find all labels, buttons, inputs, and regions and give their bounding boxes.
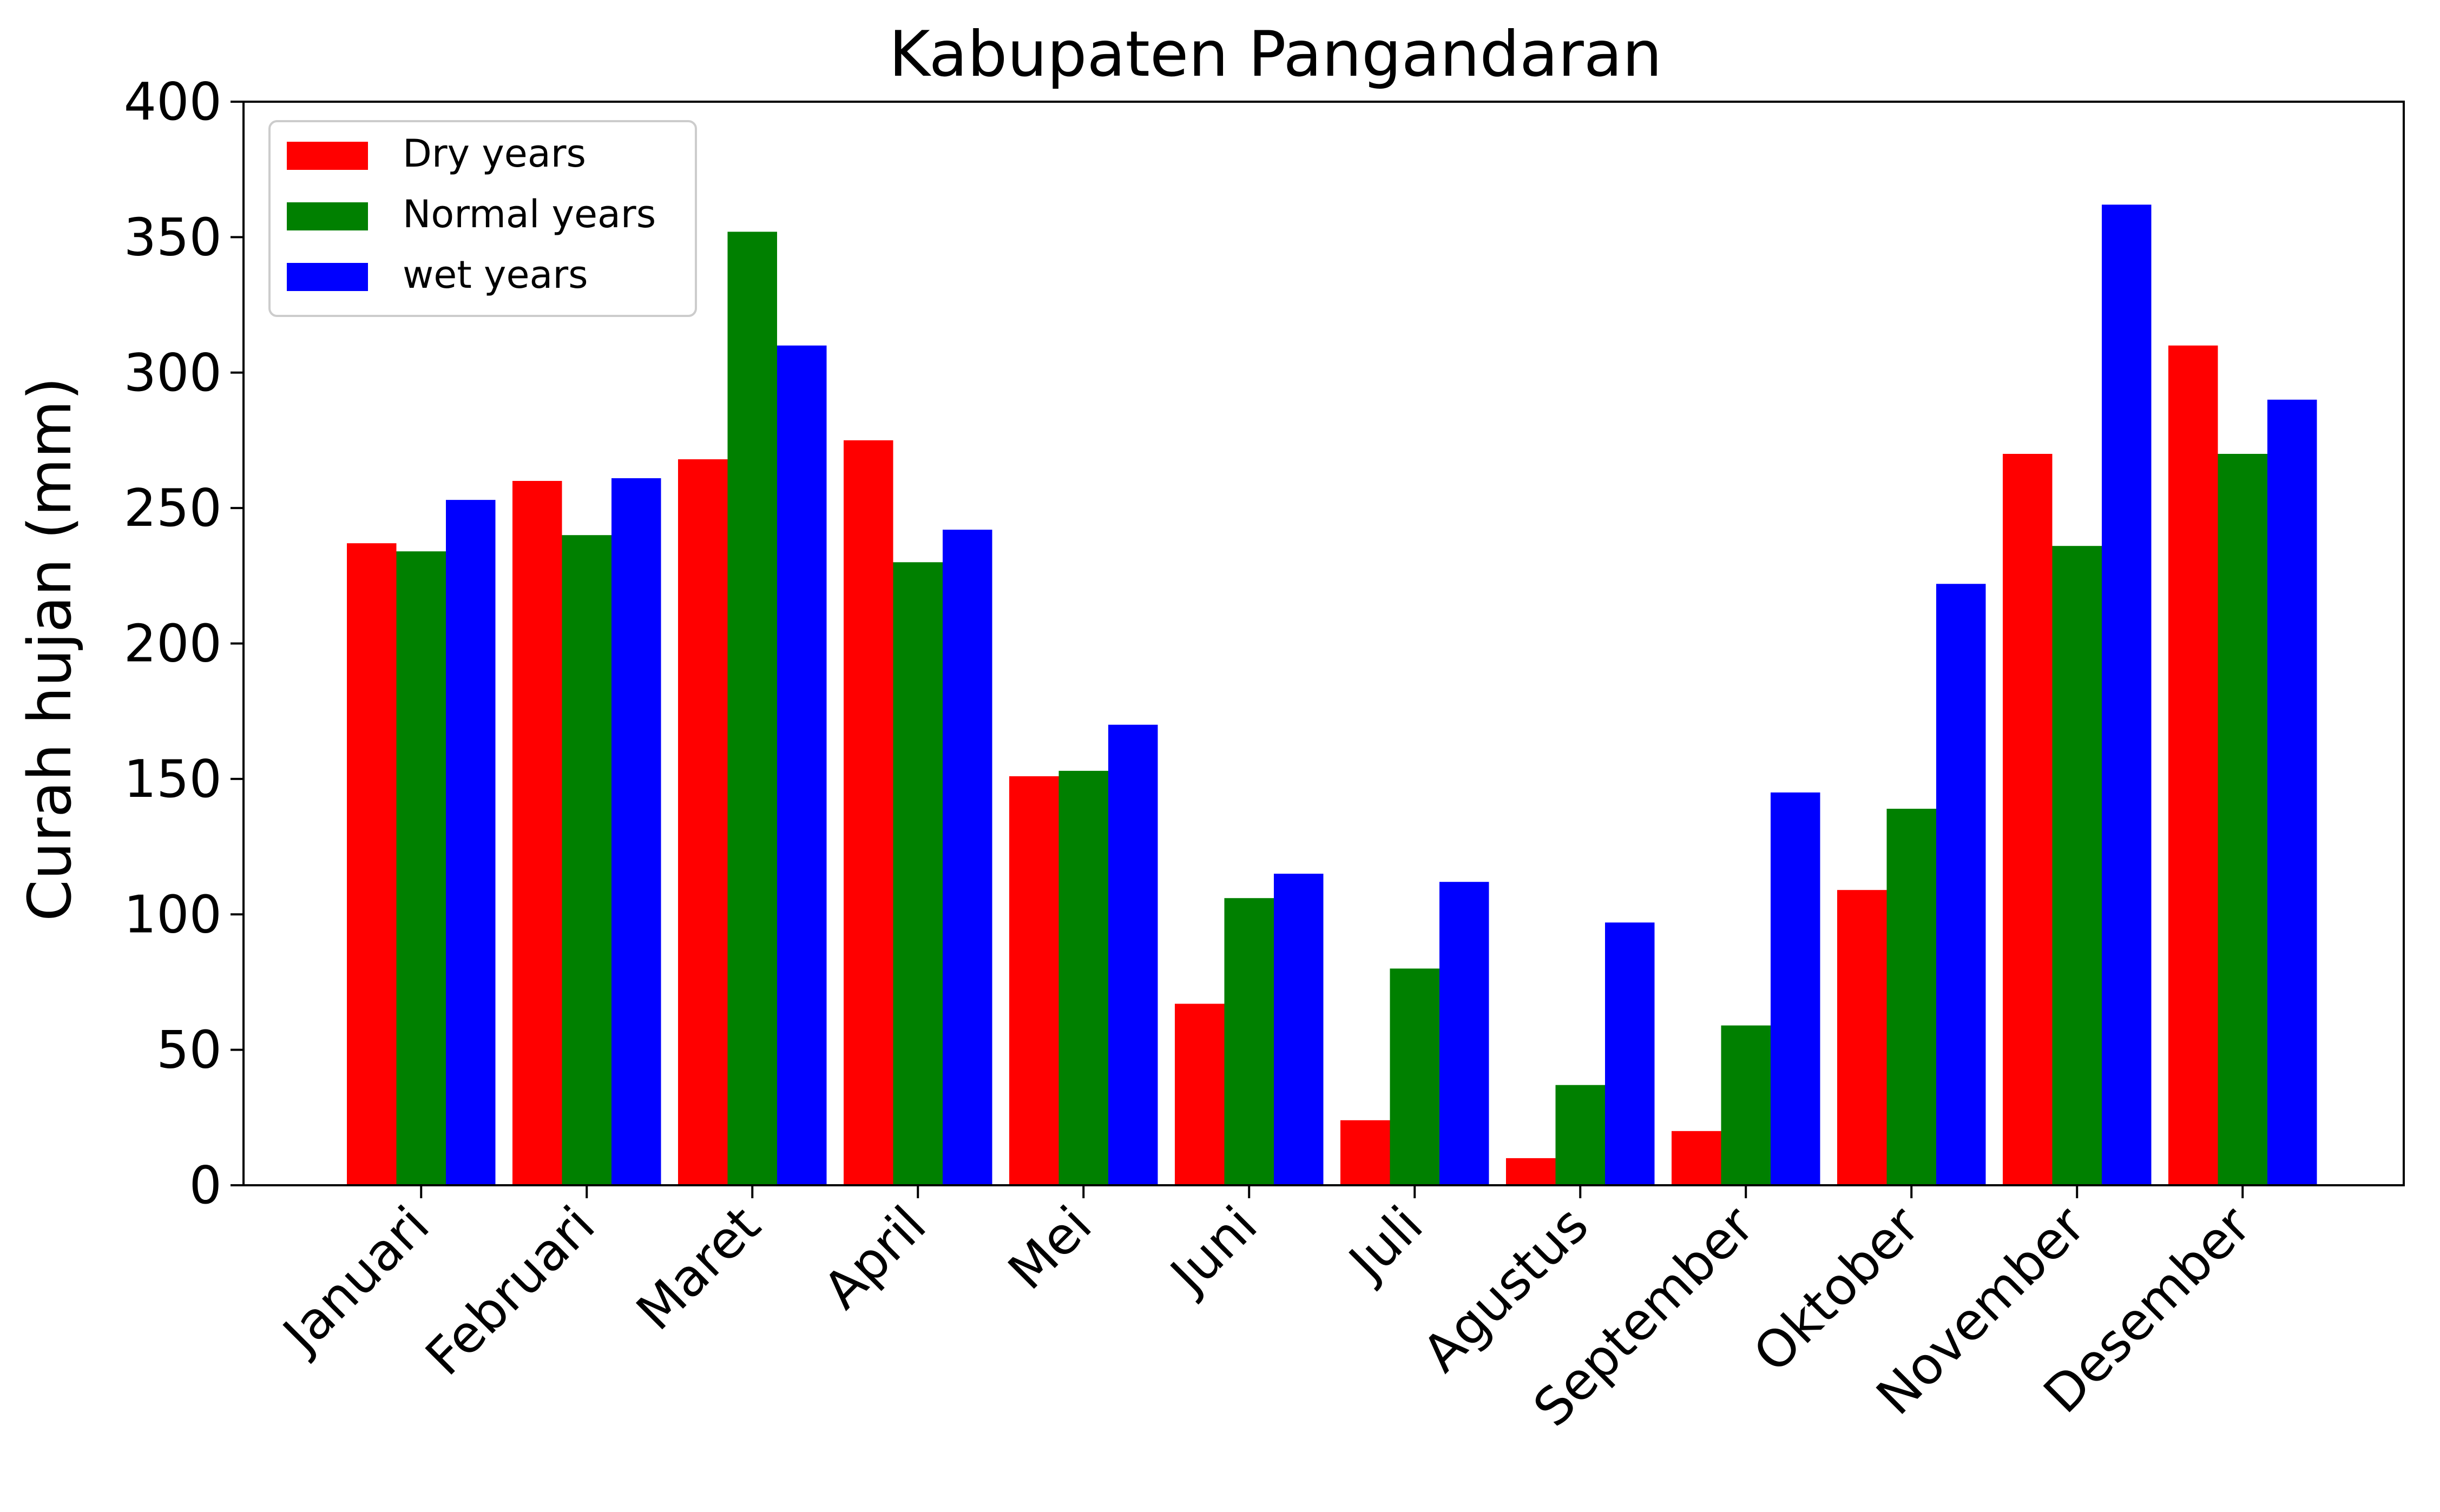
legend-label-dry-years: Dry years	[403, 131, 586, 176]
y-tick-label: 250	[124, 479, 222, 538]
y-tick-label: 50	[156, 1021, 222, 1080]
bar-wet-years-april	[943, 530, 992, 1186]
x-tick-label-februari: Februari	[415, 1195, 606, 1386]
bar-normal-years-oktober	[1886, 809, 1936, 1185]
x-tick-label-januari: Januari	[271, 1195, 441, 1365]
bar-normal-years-februari	[562, 535, 611, 1186]
bar-normal-years-agustus	[1555, 1085, 1605, 1185]
x-tick-label-april: April	[812, 1195, 937, 1320]
bar-normal-years-juli	[1390, 968, 1439, 1185]
y-tick-label: 350	[124, 208, 222, 267]
x-tick-label-juni: Juni	[1158, 1195, 1269, 1306]
legend-swatch-dry-years	[287, 142, 368, 170]
bar-dry-years-mei	[1009, 776, 1059, 1185]
y-tick-label: 300	[124, 344, 222, 403]
bar-wet-years-juni	[1274, 874, 1324, 1185]
x-tick-label-mei: Mei	[997, 1195, 1103, 1301]
bar-normal-years-maret	[727, 232, 777, 1185]
bar-dry-years-november	[2003, 454, 2053, 1185]
bar-dry-years-februari	[512, 481, 562, 1185]
bar-normal-years-desember	[2218, 454, 2267, 1185]
bar-dry-years-agustus	[1506, 1158, 1556, 1185]
bar-normal-years-juni	[1224, 898, 1274, 1185]
legend-swatch-wet-years	[287, 263, 368, 291]
bar-wet-years-oktober	[1936, 584, 1986, 1185]
bar-normal-years-mei	[1058, 770, 1108, 1185]
bars-group	[347, 204, 2317, 1186]
bar-dry-years-juni	[1175, 1003, 1225, 1185]
x-tick-label-juli: Juli	[1336, 1195, 1434, 1293]
chart-title: Kabupaten Pangandaran	[889, 18, 1662, 91]
legend-swatch-normal-years	[287, 202, 368, 230]
y-tick-label: 150	[124, 750, 222, 809]
bar-dry-years-juli	[1340, 1120, 1390, 1185]
legend-box	[268, 120, 697, 317]
legend-label-wet-years: wet years	[403, 253, 588, 297]
bar-wet-years-januari	[446, 500, 496, 1185]
bar-wet-years-maret	[777, 345, 827, 1186]
bar-wet-years-agustus	[1605, 922, 1655, 1185]
x-tick-label-maret: Maret	[626, 1195, 772, 1342]
bar-wet-years-november	[2102, 204, 2152, 1185]
bar-normal-years-januari	[396, 551, 446, 1186]
y-tick-label: 100	[124, 885, 222, 945]
y-tick-label: 400	[124, 72, 222, 132]
bar-wet-years-september	[1771, 792, 1820, 1185]
bar-dry-years-desember	[2168, 345, 2218, 1186]
bar-dry-years-oktober	[1837, 890, 1887, 1185]
y-tick-label: 200	[124, 615, 222, 674]
bar-wet-years-mei	[1108, 724, 1158, 1185]
bar-wet-years-februari	[611, 478, 661, 1185]
bar-wet-years-juli	[1439, 882, 1489, 1185]
plot-frame	[242, 101, 2405, 1186]
legend-label-normal-years: Normal years	[403, 192, 656, 236]
bar-normal-years-september	[1721, 1025, 1771, 1185]
bar-normal-years-november	[2052, 546, 2102, 1186]
bar-normal-years-april	[893, 562, 943, 1185]
bar-dry-years-september	[1672, 1131, 1721, 1185]
y-axis-ticks: 0 50 100 150 200 250 300 350 400	[124, 72, 244, 1216]
bar-dry-years-januari	[347, 543, 397, 1186]
bar-wet-years-desember	[2267, 399, 2317, 1185]
y-axis-label: Curah hujan (mm)	[15, 377, 84, 921]
bar-dry-years-april	[844, 440, 893, 1185]
bar-dry-years-maret	[678, 459, 728, 1185]
legend: Dry years Normal years wet years	[268, 120, 697, 317]
y-tick-label: 0	[189, 1156, 222, 1216]
